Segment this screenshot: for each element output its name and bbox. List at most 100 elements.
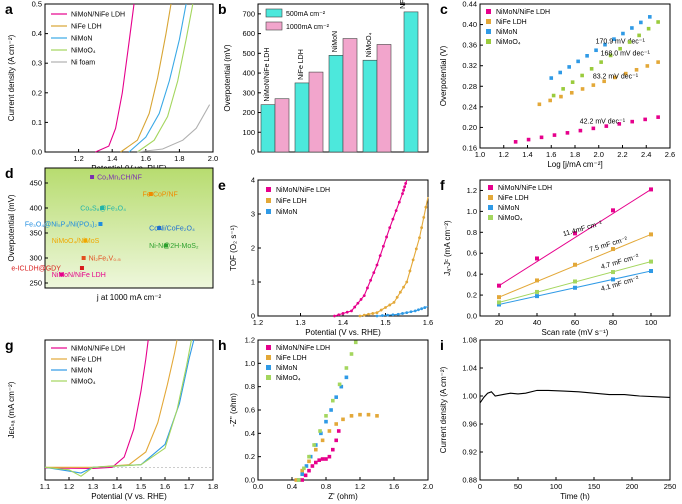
- x-tick-label: 1.6: [423, 318, 433, 327]
- bar: [328, 55, 344, 153]
- x-tick-label: 1.8: [570, 150, 580, 159]
- data-point: [573, 279, 577, 284]
- data-point: [318, 429, 322, 433]
- legend-entry: NiMoN: [496, 29, 517, 36]
- x-tick-label: 2.0: [208, 154, 218, 163]
- data-point: [413, 309, 417, 313]
- data-point: [395, 295, 399, 299]
- data-point: [403, 185, 407, 189]
- data-point: [567, 65, 571, 69]
- x-tick-label: 1.3: [88, 482, 98, 491]
- legend-marker: [266, 375, 271, 380]
- legend-entry: NiMoN: [276, 365, 297, 372]
- series-line: [44, 339, 192, 477]
- point-label: NiMoN/NiFe LDH: [52, 272, 106, 279]
- x-tick-label: 1.2: [253, 318, 263, 327]
- point-label: Co₉S₈@Fe₃O₄: [80, 206, 126, 213]
- legend-entry: NiMoN/NiFe LDH: [71, 346, 125, 353]
- legend-marker: [488, 205, 493, 210]
- data-point: [604, 124, 609, 128]
- data-point: [358, 314, 362, 318]
- data-point: [497, 302, 501, 307]
- legend-entry: NiMoO₄: [276, 375, 301, 382]
- y-axis-label: Current density (A cm⁻²): [439, 366, 448, 453]
- data-point: [589, 67, 594, 71]
- y-tick-label: 1.2: [467, 186, 477, 195]
- data-point: [333, 314, 336, 318]
- data-point: [549, 76, 554, 80]
- x-tick-label: 50: [514, 482, 522, 491]
- data-point: [372, 271, 376, 275]
- legend-marker: [265, 8, 283, 18]
- data-point: [497, 283, 501, 288]
- legend-entry: NiMoN/NiFe LDH: [496, 9, 550, 16]
- data-point: [637, 33, 641, 38]
- panel-b: 0 100 200 300 400 500 600 700 Overpotential (mV)…: [218, 0, 429, 157]
- y-tick-label: 1.0: [467, 207, 477, 216]
- data-point: [344, 366, 349, 370]
- slope-annotation: 42.2 mV dec⁻¹: [580, 119, 626, 126]
- data-point: [611, 277, 615, 282]
- data-point: [405, 280, 409, 284]
- data-point: [356, 301, 360, 305]
- x-tick-label: 1.4: [522, 150, 532, 159]
- data-point: [645, 64, 650, 68]
- series-line: [137, 104, 211, 153]
- x-tick-label: 100: [550, 482, 563, 491]
- bar: [274, 98, 290, 153]
- data-point: [630, 26, 634, 30]
- data-point: [302, 466, 306, 471]
- data-point: [83, 238, 88, 243]
- data-point: [157, 226, 162, 230]
- y-tick-label: 450: [29, 179, 42, 188]
- x-tick-label: 200: [626, 482, 639, 491]
- slope-annotation: 11.4mF cm⁻²: [562, 220, 604, 238]
- data-point: [535, 278, 539, 283]
- data-point: [319, 431, 323, 436]
- data-point: [422, 216, 426, 219]
- x-tick-label: 2.4: [641, 150, 651, 159]
- x-tick-label: 1.2: [355, 482, 365, 491]
- panel-label: c: [440, 1, 448, 17]
- panel-h: 0.0 0.4 0.8 1.2 1.6 2.00.00.20.40.60.81.01.2Z…: [218, 336, 433, 502]
- data-point: [320, 438, 325, 443]
- legend-marker: [266, 209, 271, 214]
- x-axis-label: Scan rate (mV s⁻¹): [542, 328, 609, 337]
- data-point: [336, 429, 341, 433]
- data-point: [391, 217, 395, 221]
- data-point: [148, 192, 153, 196]
- data-point: [551, 93, 556, 98]
- data-point: [59, 272, 64, 277]
- y-tick-label: 0: [251, 148, 255, 157]
- series-line: [137, 3, 194, 153]
- data-point: [300, 472, 304, 476]
- data-point: [300, 478, 304, 482]
- data-point: [618, 46, 622, 51]
- plot-frame-g: [44, 339, 214, 481]
- data-point: [535, 289, 539, 294]
- y-tick-label: 3: [251, 210, 255, 219]
- legend-marker: [266, 355, 271, 360]
- legend-entry: NiMoN: [71, 36, 92, 43]
- plot-frame-i: [479, 339, 671, 481]
- data-point: [353, 340, 358, 345]
- data-point: [411, 258, 415, 262]
- y-tick-label: 4: [251, 176, 255, 185]
- x-tick-label: 1.8: [174, 154, 184, 163]
- data-point: [385, 235, 388, 239]
- legend-marker: [266, 365, 271, 370]
- data-point: [402, 285, 405, 289]
- x-tick-label: 1.8: [208, 482, 218, 491]
- y-tick-label: 700: [242, 9, 255, 18]
- data-point: [423, 306, 427, 309]
- x-tick-label: 1.7: [184, 482, 194, 491]
- y-tick-label: 0.20: [462, 123, 477, 132]
- data-point: [375, 311, 379, 314]
- data-point: [634, 67, 639, 72]
- panel-label: i: [440, 337, 444, 353]
- plot-background: [45, 168, 213, 288]
- data-point: [420, 226, 424, 230]
- series-line: [120, 3, 172, 153]
- panel-label: g: [5, 337, 14, 353]
- data-point: [362, 294, 366, 297]
